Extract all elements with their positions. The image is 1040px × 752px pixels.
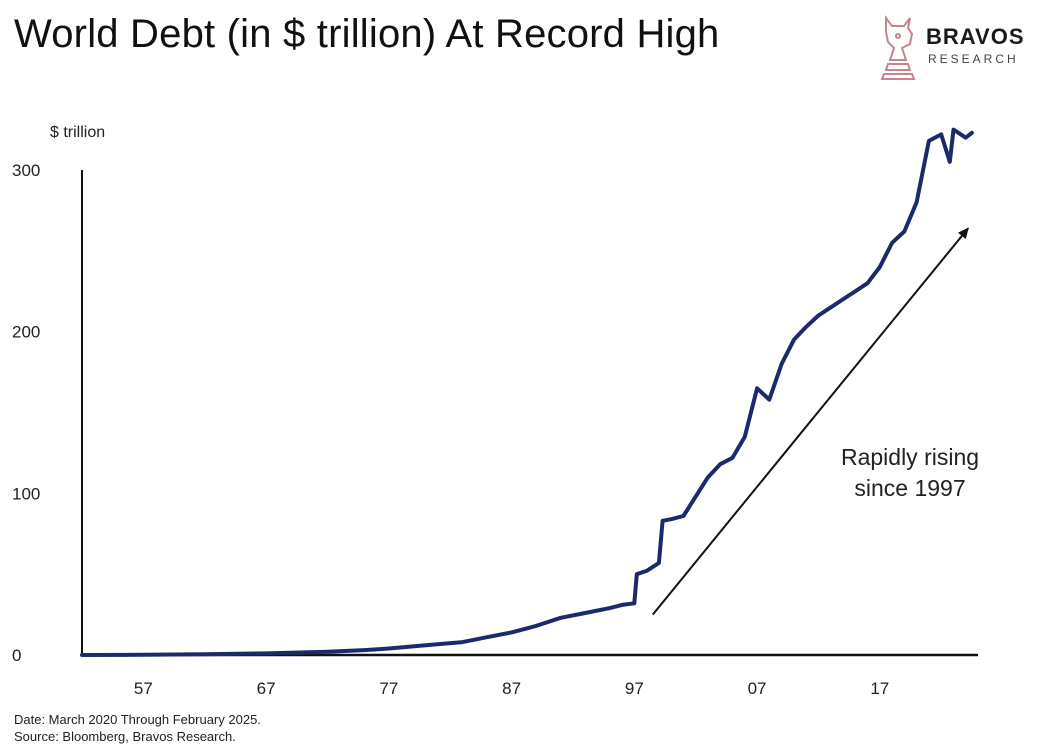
- data-point: [927, 139, 931, 143]
- data-point: [141, 653, 145, 657]
- brand-logo: BRAVOS RESEARCH: [876, 14, 1036, 84]
- data-point: [964, 136, 968, 140]
- annotation-line-1: Rapidly rising: [841, 444, 979, 470]
- data-point: [804, 325, 808, 329]
- data-point: [730, 456, 735, 460]
- data-point: [635, 572, 639, 576]
- data-point: [902, 229, 906, 234]
- data-point: [362, 648, 366, 652]
- data-point: [706, 475, 710, 479]
- data-point: [718, 462, 722, 466]
- data-point: [681, 514, 686, 518]
- data-point: [792, 338, 796, 342]
- data-point: [890, 241, 894, 245]
- logo-wordmark: BRAVOS: [926, 24, 1025, 49]
- data-point: [632, 601, 636, 605]
- x-tick-label: 97: [625, 679, 644, 698]
- y-tick-label: 200: [12, 323, 40, 342]
- footnote-date: Date: March 2020 Through February 2025.: [14, 712, 261, 727]
- data-point: [939, 132, 943, 137]
- x-tick-label: 57: [134, 679, 153, 698]
- data-point: [951, 127, 956, 132]
- data-point: [387, 646, 391, 651]
- data-point: [424, 643, 428, 647]
- data-point: [853, 289, 857, 293]
- bull-chess-knight-icon: [880, 15, 916, 80]
- data-point: [325, 650, 330, 654]
- data-point: [829, 305, 833, 310]
- x-tick-label: 17: [870, 679, 889, 698]
- footnote-source: Source: Bloomberg, Bravos Research.: [14, 729, 236, 744]
- data-point: [509, 630, 514, 634]
- data-point: [780, 362, 784, 366]
- y-axis-label: $ trillion: [50, 124, 105, 141]
- data-point: [755, 386, 759, 390]
- x-tick-label: 77: [379, 679, 398, 698]
- data-point: [865, 281, 870, 285]
- data-point: [583, 611, 587, 615]
- data-point: [915, 200, 919, 204]
- data-point: [608, 606, 612, 610]
- x-axis-ticks: 57 67 77 87 97 07 17: [134, 679, 889, 698]
- data-point: [460, 640, 465, 644]
- data-point: [559, 616, 563, 620]
- annotation-line-2: since 1997: [854, 475, 965, 501]
- data-point: [660, 519, 665, 523]
- data-point: [743, 435, 747, 439]
- data-point: [203, 652, 207, 656]
- data-point: [534, 624, 538, 628]
- data-point: [485, 635, 489, 639]
- x-tick-label: 07: [748, 679, 767, 698]
- trend-arrow: [651, 227, 969, 616]
- data-point: [80, 653, 84, 657]
- data-point: [657, 561, 661, 565]
- data-point: [264, 651, 268, 655]
- chart-title: World Debt (in $ trillion) At Record Hig…: [14, 12, 720, 56]
- data-point: [645, 569, 649, 573]
- y-tick-label: 100: [12, 484, 40, 503]
- y-tick-label: 0: [12, 646, 21, 665]
- data-point: [767, 397, 771, 402]
- x-tick-label: 67: [257, 679, 276, 698]
- x-tick-label: 87: [502, 679, 521, 698]
- data-point: [816, 313, 821, 318]
- y-axis-ticks: 0 100 200 300: [12, 161, 40, 665]
- data-point: [970, 131, 974, 135]
- data-point: [841, 297, 845, 301]
- y-tick-label: 300: [12, 161, 40, 180]
- data-point: [694, 494, 698, 499]
- data-point: [620, 603, 624, 607]
- series-points: [80, 127, 974, 657]
- data-point: [948, 160, 952, 164]
- series-line: [80, 127, 974, 657]
- data-point: [669, 517, 673, 521]
- logo-subtitle: RESEARCH: [928, 52, 1019, 66]
- data-point: [878, 265, 882, 269]
